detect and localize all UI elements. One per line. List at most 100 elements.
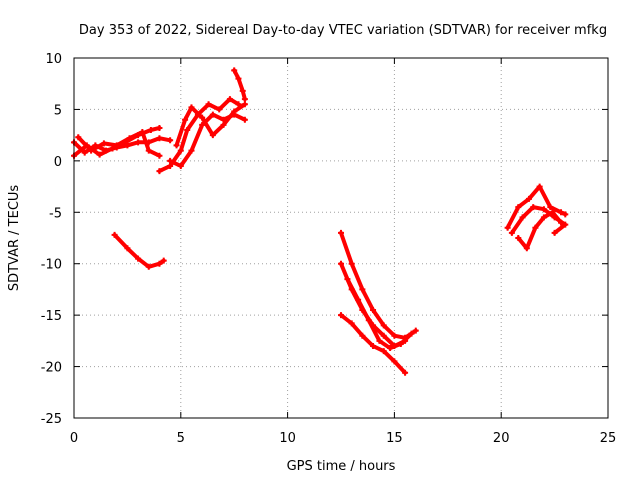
data-point-marker (241, 96, 248, 103)
x-tick-label: 5 (177, 431, 185, 446)
x-tick-label: 15 (386, 431, 403, 446)
axis-ticks: 0 5 10 15 20 25 10 5 0 -5 -10 -15 -20 -25 (41, 52, 617, 446)
data-point-marker (111, 231, 118, 238)
data-series (71, 67, 569, 376)
data-point-marker (387, 345, 394, 352)
data-point-marker (547, 204, 554, 211)
data-point-marker (391, 358, 398, 365)
data-point-marker (216, 106, 223, 113)
data-point-marker (188, 147, 195, 154)
data-point-marker (145, 147, 152, 154)
data-point-marker (188, 104, 195, 111)
data-point-marker (338, 312, 344, 319)
data-point-marker (408, 330, 415, 337)
data-point-marker (525, 195, 532, 202)
data-point-marker (156, 260, 163, 267)
data-point-marker (508, 229, 515, 236)
data-point-marker (160, 257, 167, 264)
data-point-marker (235, 75, 242, 82)
data-point-marker (88, 147, 95, 154)
data-point-marker (532, 224, 539, 231)
chart-title: Day 353 of 2022, Sidereal Day-to-day VTE… (79, 23, 607, 38)
data-point-marker (359, 332, 366, 339)
data-point-marker (562, 221, 569, 228)
data-point-marker (135, 139, 142, 146)
data-point-marker (81, 149, 88, 156)
data-point-marker (177, 163, 184, 169)
data-point-marker (530, 204, 537, 211)
data-point-marker (145, 263, 152, 270)
series-track-7 (174, 102, 247, 148)
data-point-marker (156, 135, 163, 142)
y-tick-label: -15 (41, 309, 62, 324)
data-point-marker (209, 132, 216, 139)
y-tick-label: 5 (54, 103, 62, 118)
y-tick-label: -10 (41, 258, 62, 273)
data-point-marker (391, 332, 398, 339)
data-point-marker (124, 245, 131, 252)
data-point-marker (205, 101, 212, 108)
series-track-3 (76, 130, 162, 158)
data-point-marker (549, 209, 556, 216)
x-tick-label: 25 (600, 431, 617, 446)
data-point-marker (412, 327, 419, 334)
data-point-marker (220, 121, 227, 128)
series-track-10 (339, 261, 408, 348)
data-point-marker (519, 214, 526, 221)
data-point-marker (173, 142, 180, 149)
series-track-6 (168, 112, 247, 168)
data-point-marker (380, 332, 387, 339)
data-point-marker (504, 224, 511, 231)
data-point-marker (231, 108, 238, 115)
data-point-marker (370, 343, 377, 349)
data-point-marker (147, 127, 154, 133)
data-point-marker (182, 116, 189, 123)
series-track-15 (516, 210, 563, 251)
data-point-marker (380, 322, 387, 329)
data-point-marker (515, 235, 522, 241)
data-point-marker (376, 337, 383, 344)
data-point-marker (551, 229, 558, 236)
data-point-marker (344, 276, 351, 283)
data-point-marker (96, 151, 103, 158)
data-point-marker (558, 219, 565, 226)
y-tick-label: 0 (54, 155, 62, 170)
data-point-marker (523, 245, 530, 252)
y-tick-label: -25 (41, 412, 62, 427)
data-point-marker (124, 142, 131, 149)
y-axis-label: SDTVAR / TECUs (7, 185, 22, 292)
data-point-marker (156, 124, 163, 131)
series-track-8 (232, 68, 247, 102)
data-point-marker (540, 206, 547, 213)
data-point-marker (156, 152, 163, 159)
data-point-marker (365, 317, 372, 324)
data-point-marker (167, 163, 174, 169)
data-point-marker (184, 127, 191, 133)
data-point-marker (241, 116, 248, 123)
data-point-marker (540, 214, 547, 221)
data-point-marker (562, 211, 569, 218)
data-point-marker (139, 129, 146, 136)
y-tick-label: -20 (41, 361, 62, 376)
data-point-marker (226, 96, 233, 103)
data-point-marker (156, 168, 163, 175)
y-tick-label: 10 (45, 52, 62, 67)
x-tick-label: 20 (493, 431, 510, 446)
data-point-marker (348, 320, 355, 327)
data-point-marker (199, 121, 206, 128)
data-point-marker (209, 111, 216, 118)
data-point-marker (515, 204, 522, 211)
x-tick-label: 0 (70, 431, 78, 446)
data-point-marker (536, 183, 543, 190)
data-point-marker (402, 369, 409, 376)
data-point-marker (167, 137, 174, 144)
y-tick-label: -5 (49, 206, 62, 221)
data-point-marker (135, 255, 142, 262)
data-point-marker (100, 140, 107, 147)
data-point-marker (380, 348, 387, 355)
data-point-marker (359, 286, 366, 293)
data-point-marker (231, 67, 238, 74)
plot-frame (73, 57, 609, 419)
data-point-marker (370, 307, 377, 313)
